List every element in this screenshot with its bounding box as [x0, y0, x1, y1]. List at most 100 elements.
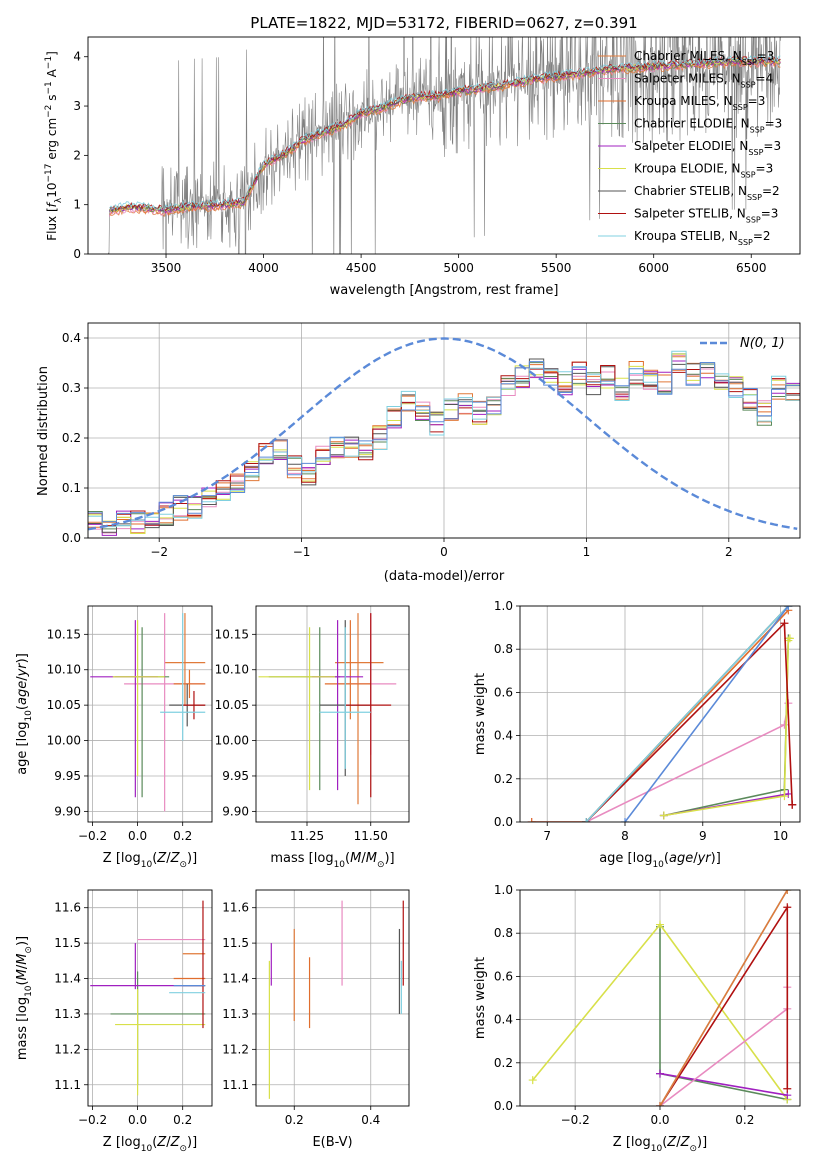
- errorbar-chabrier-elodie: [110, 971, 206, 1085]
- legend-entry: Salpeter MILES, NSSP=4: [634, 72, 773, 90]
- plot-area: [107, 37, 781, 254]
- y-tick-label: 9.95: [54, 769, 81, 783]
- weight-line-salpeter-stelib: [585, 621, 793, 822]
- histogram-step-chabrier-miles: [88, 356, 800, 534]
- x-tick-label: 6500: [736, 261, 767, 275]
- weight-marker: [582, 818, 591, 822]
- weight-line-kroupa-stelib: [585, 606, 789, 822]
- y-tick-label: 0.0: [494, 1099, 513, 1113]
- x-axis-label: Z [log10(Z/Z⊙)]: [103, 1135, 197, 1154]
- histogram-step-kroupa-elodie: [88, 353, 800, 534]
- x-tick-label: 0.2: [173, 1113, 192, 1127]
- weight-line-chabrier-miles: [659, 890, 788, 1106]
- errorbar-salpeter-stelib: [182, 690, 206, 720]
- errorbar-kroupa-miles: [173, 669, 206, 699]
- histogram-step-extra_blue: [88, 361, 800, 525]
- mass-vs-metallicity-panel: −0.2 0.0 0.2 11.1 11.2 11.3 11.4 11.5 11.6 Z [log…: [15, 889, 213, 1154]
- x-axis-label: age [log10(age/yr)]: [599, 851, 721, 870]
- y-tick-label: 9.90: [54, 804, 81, 818]
- axes-frame: [519, 889, 801, 1107]
- y-tick-label: 11.6: [222, 901, 249, 915]
- x-tick-label: 11.25: [290, 829, 324, 843]
- model-line-salpeter-stelib: [109, 56, 781, 212]
- x-tick-label: 2: [725, 545, 733, 559]
- histogram-step-chabrier-stelib: [88, 358, 800, 533]
- plot-area: [268, 900, 404, 1099]
- massweight-vs-metallicity-panel: −0.2 0.0 0.2 0.0 0.2 0.4 0.6 0.8 1.0 Z [log10(Z/Z…: [473, 883, 801, 1154]
- histogram-step-salpeter-miles: [88, 354, 800, 534]
- y-axis-label: mass weight: [473, 673, 488, 755]
- y-tick-label: 11.3: [54, 1007, 81, 1021]
- y-tick-label: 0.4: [62, 331, 81, 345]
- errorbar-salpeter-elodie: [90, 620, 158, 798]
- weight-marker: [656, 920, 664, 929]
- errorbar-kroupa-stelib: [319, 627, 371, 769]
- axes-frame: [87, 889, 213, 1107]
- x-tick-label: −0.2: [78, 829, 107, 843]
- weight-line-kroupa-miles: [531, 609, 789, 822]
- plot-area: [258, 613, 397, 805]
- y-tick-label: 11.2: [222, 1042, 249, 1056]
- x-tick-label: 1: [583, 545, 591, 559]
- figure-title: PLATE=1822, MJD=53172, FIBERID=0627, z=0…: [250, 14, 637, 32]
- axes-frame: [255, 605, 410, 823]
- x-tick-label: −0.2: [561, 1113, 590, 1127]
- histogram-step-kroupa-miles: [88, 361, 800, 528]
- y-tick-label: 11.5: [54, 936, 81, 950]
- y-tick-label: 3: [73, 99, 81, 113]
- x-tick-label: 11.50: [354, 829, 388, 843]
- legend-entry: N(0, 1): [740, 336, 785, 351]
- x-tick-label: 5500: [541, 261, 572, 275]
- x-tick-label: 0.2: [285, 1113, 304, 1127]
- y-tick-label: 11.3: [222, 1007, 249, 1021]
- y-tick-label: 0.8: [494, 642, 513, 656]
- y-axis-label: Flux [fλ10−17 erg cm−2 s−1 A−1]: [44, 51, 64, 241]
- age-vs-mass-panel: 11.25 11.50 9.90 9.95 10.00 10.05 10.10 10.15 ma…: [215, 605, 410, 870]
- x-tick-label: 5000: [443, 261, 474, 275]
- x-axis-label: Z [log10(Z/Z⊙)]: [613, 1135, 707, 1154]
- legend-entry: Kroupa ELODIE, NSSP=3: [634, 162, 773, 180]
- y-tick-label: 10.15: [215, 627, 249, 641]
- weight-line-salpeter-stelib: [659, 904, 789, 1106]
- weight-marker: [783, 903, 792, 912]
- normal-curve: [88, 337, 798, 531]
- weight-line-salpeter-elodie: [659, 1072, 788, 1096]
- spectrum-legend: Chabrier MILES, NSSP=3 Salpeter MILES, NS…: [598, 49, 782, 247]
- axes-frame: [519, 605, 801, 823]
- y-tick-label: 1.0: [494, 599, 513, 613]
- x-tick-label: −1: [293, 545, 311, 559]
- x-axis-label: mass [log10(M/M⊙)]: [270, 851, 394, 870]
- plot-area: [90, 900, 206, 1096]
- errorbar-salpeter-stelib: [345, 613, 392, 798]
- y-axis-label: age [log10(age/yr)]: [15, 653, 34, 775]
- grid: [256, 606, 409, 822]
- y-axis-label: mass [log10(M/M⊙)]: [15, 936, 34, 1060]
- legend-entry: Chabrier ELODIE, NSSP=3: [634, 117, 782, 135]
- plot-area: [527, 606, 797, 822]
- x-axis-label: (data-model)/error: [384, 569, 505, 584]
- errorbar-kroupa-miles: [324, 620, 371, 720]
- grid: [256, 890, 409, 1106]
- weight-marker: [527, 818, 536, 822]
- plot-area: [88, 337, 800, 536]
- y-tick-label: 9.95: [222, 769, 249, 783]
- errorbar-kroupa-elodie: [115, 989, 206, 1096]
- x-tick-label: 0.0: [128, 1113, 147, 1127]
- weight-marker: [784, 606, 793, 610]
- observed-spectrum-line: [107, 37, 781, 254]
- x-axis-label: E(B-V): [312, 1135, 352, 1150]
- x-axis-label: wavelength [Angstrom, rest frame]: [330, 283, 559, 298]
- x-tick-label: 0.0: [128, 829, 147, 843]
- weight-marker: [780, 619, 789, 628]
- y-tick-label: 11.6: [54, 901, 81, 915]
- errorbar-salpeter-elodie: [90, 943, 203, 990]
- axes-frame: [87, 322, 801, 539]
- weight-marker: [656, 1069, 664, 1078]
- y-tick-label: 0.0: [62, 531, 81, 545]
- y-tick-label: 1: [73, 198, 81, 212]
- y-tick-label: 11.4: [222, 972, 249, 986]
- legend-entry: Chabrier STELIB, NSSP=2: [634, 184, 780, 202]
- y-tick-label: 10.10: [47, 663, 81, 677]
- x-tick-label: 0.2: [173, 829, 192, 843]
- weight-line-salpeter-miles: [531, 703, 790, 822]
